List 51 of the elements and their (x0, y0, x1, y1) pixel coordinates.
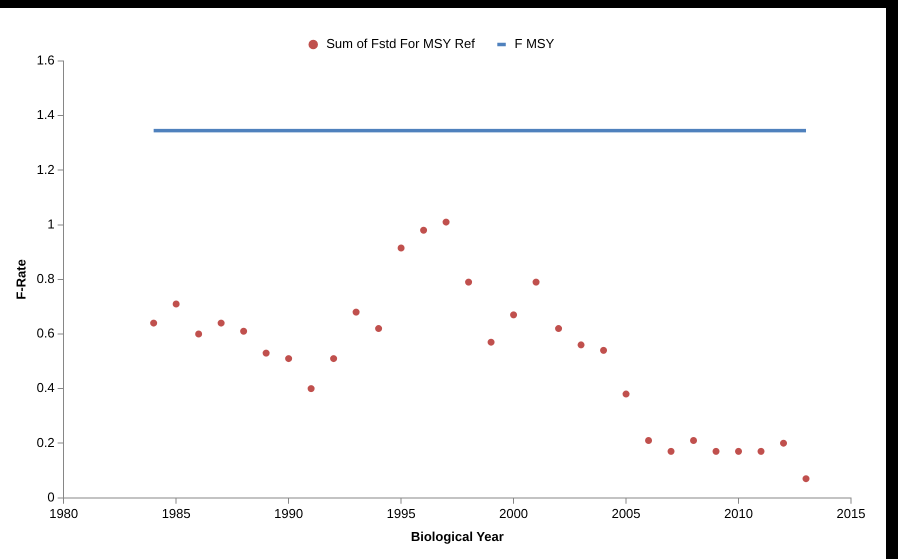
point (622, 390, 630, 398)
point (240, 328, 248, 335)
y-tick-label: 0 (47, 489, 55, 504)
point (442, 218, 450, 226)
point (285, 355, 292, 362)
y-tick-label: 1.2 (36, 162, 55, 177)
x-tick-label: 2015 (836, 506, 866, 522)
x-axis-title: Biological Year (410, 528, 504, 544)
x-tick-label: 1985 (162, 506, 191, 522)
point (218, 320, 225, 327)
point (465, 278, 472, 286)
point (555, 325, 562, 332)
point (532, 278, 540, 286)
x-tick-label: 1980 (49, 506, 78, 522)
point (420, 226, 428, 234)
point (802, 475, 810, 482)
point (375, 325, 382, 332)
point (690, 436, 698, 444)
point (398, 244, 405, 252)
legend-label: Sum of Fstd For MSY Ref (326, 36, 476, 52)
y-axis-title: F-Rate (13, 259, 28, 300)
point (645, 436, 652, 444)
x-tick-label: 2000 (499, 506, 528, 522)
point (195, 330, 202, 338)
y-tick-label: 0.8 (36, 270, 55, 286)
x-tick-label: 1990 (274, 506, 304, 522)
point (735, 448, 742, 455)
point (172, 300, 180, 308)
y-tick-label: 0.2 (36, 434, 55, 450)
x-tick-label: 1995 (386, 506, 416, 522)
point (330, 355, 338, 362)
x-tick-label: 2005 (612, 506, 641, 522)
point (488, 338, 495, 346)
legend-label: F MSY (514, 36, 555, 52)
point (510, 311, 518, 318)
point (308, 385, 315, 392)
y-tick-label: 1.6 (36, 52, 55, 68)
point (780, 440, 788, 447)
y-tick-label: 0.6 (36, 326, 55, 341)
point (668, 448, 675, 455)
y-tick-label: 0.4 (36, 380, 55, 396)
point (262, 350, 270, 357)
point (578, 341, 585, 348)
point (600, 346, 608, 354)
x-tick-label: 2010 (724, 506, 753, 522)
y-tick-label: 1 (47, 216, 55, 232)
point (712, 448, 720, 455)
point (150, 320, 158, 327)
point (352, 308, 360, 316)
y-tick-label: 1.4 (36, 107, 55, 122)
point (758, 448, 765, 455)
